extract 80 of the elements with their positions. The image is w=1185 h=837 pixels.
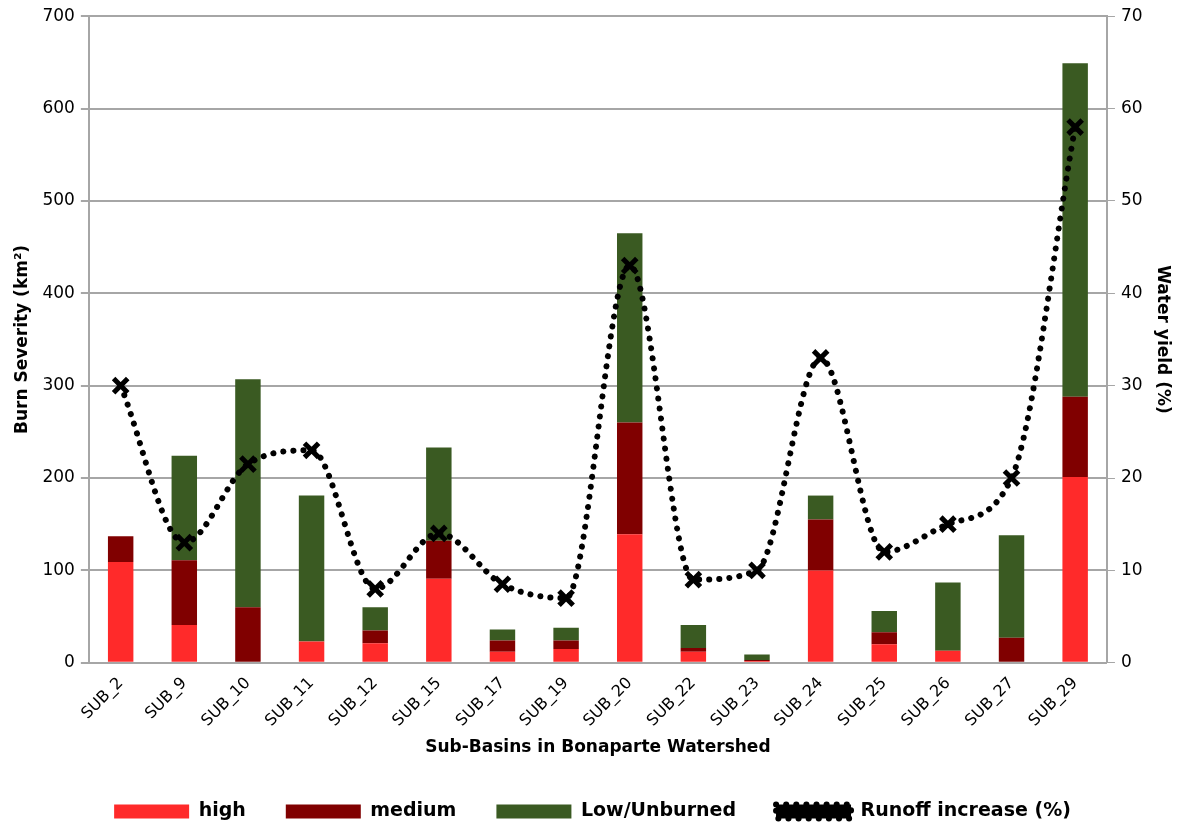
bar: [171, 560, 198, 625]
legend-label: high: [198, 798, 246, 821]
y-tick-label: 200: [42, 466, 75, 487]
bar: [617, 233, 643, 423]
point: [811, 348, 831, 368]
y-tick-label: 400: [42, 281, 75, 302]
y2-tick-label: 0: [1120, 651, 1132, 672]
bar: [617, 422, 643, 535]
point: [1065, 117, 1085, 137]
point: [238, 454, 258, 474]
bar: [107, 562, 134, 662]
bar: [426, 447, 452, 541]
point: [683, 570, 703, 590]
bar: [107, 536, 134, 563]
legend-label: medium: [370, 798, 457, 821]
point: [1001, 468, 1022, 488]
y2-tick-label: 10: [1120, 558, 1143, 579]
bar: [553, 640, 579, 649]
bar: [362, 643, 388, 662]
x-axis-title: Sub-Basins in Bonaparte Watershed: [425, 736, 771, 757]
bar: [171, 455, 198, 561]
y2-tick-label: 40: [1120, 281, 1143, 302]
bar: [426, 540, 452, 579]
y2-tick-label: 30: [1120, 374, 1143, 395]
bar: [489, 640, 516, 652]
bar: [935, 650, 961, 662]
point: [556, 588, 576, 608]
y-tick-label: 100: [42, 558, 75, 579]
bar: [680, 647, 707, 652]
bar: [871, 611, 897, 633]
bar: [298, 495, 325, 642]
bar: [553, 627, 579, 641]
point: [620, 256, 640, 276]
bar: [362, 630, 388, 644]
y2-tick-label: 70: [1120, 4, 1143, 25]
y2-tick-label: 60: [1120, 96, 1143, 117]
y-tick-label: 0: [64, 651, 75, 672]
bar: [235, 607, 261, 662]
bar: [553, 648, 579, 662]
legend-label: Low/Unburned: [580, 798, 737, 821]
y-tick-label: 600: [42, 96, 75, 117]
y2-axis-title: Water yield (%): [1154, 265, 1175, 414]
bar: [1062, 477, 1088, 662]
bar: [998, 535, 1025, 638]
point: [174, 533, 194, 553]
bar: [298, 641, 325, 662]
bar: [871, 644, 897, 662]
point: [365, 579, 385, 599]
point: [874, 542, 894, 562]
bar: [171, 624, 198, 662]
bar: [807, 495, 834, 520]
point: [429, 523, 449, 544]
bar: [1062, 63, 1088, 397]
y-tick-label: 300: [42, 374, 75, 395]
bar: [489, 651, 516, 662]
bar: [871, 632, 897, 645]
bar: [489, 629, 516, 641]
bar: [426, 578, 452, 662]
y-axis-title: Burn Severity (km²): [10, 244, 31, 435]
point: [492, 574, 513, 594]
bar: [235, 379, 261, 608]
point: [301, 440, 322, 460]
bar: [807, 570, 834, 662]
bar: [680, 624, 707, 648]
y2-tick-label: 50: [1120, 189, 1143, 210]
point: [747, 560, 767, 580]
point: [938, 514, 958, 534]
y-tick-label: 500: [42, 189, 75, 210]
bar: [998, 637, 1025, 662]
bar: [680, 651, 707, 662]
y2-tick-label: 20: [1120, 466, 1143, 487]
y-tick-label: 700: [42, 4, 75, 25]
bar: [807, 519, 834, 571]
point: [111, 376, 131, 396]
bar: [617, 534, 643, 662]
bar: [935, 582, 961, 651]
bar: [744, 654, 770, 660]
bar: [1062, 396, 1088, 478]
bar: [362, 607, 388, 631]
legend-label: Runoff increase (%): [860, 798, 1071, 821]
